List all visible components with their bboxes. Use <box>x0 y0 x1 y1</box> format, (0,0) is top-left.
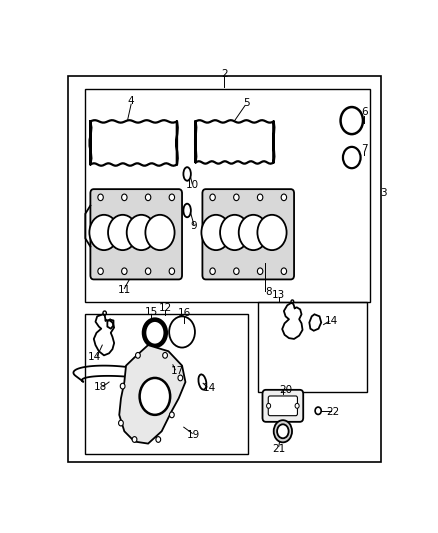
Bar <box>85 88 371 302</box>
Circle shape <box>281 194 286 200</box>
Circle shape <box>201 215 230 250</box>
Circle shape <box>258 215 286 250</box>
Circle shape <box>169 268 175 274</box>
Circle shape <box>120 383 125 389</box>
Text: 9: 9 <box>191 221 197 231</box>
Circle shape <box>145 194 151 200</box>
Text: 21: 21 <box>272 443 286 454</box>
Text: 20: 20 <box>279 385 292 395</box>
Circle shape <box>156 437 161 442</box>
Circle shape <box>98 268 103 274</box>
Circle shape <box>169 194 175 200</box>
Text: 7: 7 <box>361 144 367 154</box>
Circle shape <box>162 352 167 358</box>
Circle shape <box>274 420 292 442</box>
Circle shape <box>145 215 175 250</box>
Text: 12: 12 <box>159 303 172 313</box>
Text: 16: 16 <box>178 309 191 319</box>
Circle shape <box>220 215 249 250</box>
FancyBboxPatch shape <box>202 189 294 279</box>
Circle shape <box>127 215 156 250</box>
Circle shape <box>119 420 124 426</box>
Circle shape <box>108 215 137 250</box>
Circle shape <box>233 194 239 200</box>
Text: 14: 14 <box>88 352 102 362</box>
Circle shape <box>295 403 299 408</box>
Circle shape <box>135 352 140 358</box>
Circle shape <box>267 403 271 408</box>
Circle shape <box>258 268 263 274</box>
Circle shape <box>277 424 289 438</box>
Bar <box>258 302 367 392</box>
Circle shape <box>210 268 215 274</box>
Circle shape <box>178 375 183 381</box>
Circle shape <box>132 437 137 442</box>
FancyBboxPatch shape <box>268 396 297 416</box>
Text: 3: 3 <box>380 188 387 198</box>
Text: 19: 19 <box>187 430 201 440</box>
Text: 2: 2 <box>221 69 228 79</box>
Text: 8: 8 <box>265 287 272 297</box>
Circle shape <box>239 215 268 250</box>
Circle shape <box>258 194 263 200</box>
Text: 22: 22 <box>326 407 340 417</box>
Text: 17: 17 <box>170 366 184 376</box>
Bar <box>85 314 248 454</box>
Circle shape <box>170 412 174 418</box>
Circle shape <box>122 194 127 200</box>
Text: 5: 5 <box>243 98 250 108</box>
Text: 4: 4 <box>128 96 134 106</box>
Circle shape <box>145 268 151 274</box>
Circle shape <box>122 268 127 274</box>
Text: 11: 11 <box>118 285 131 295</box>
Text: 6: 6 <box>361 107 367 117</box>
Circle shape <box>233 268 239 274</box>
Circle shape <box>89 215 119 250</box>
Circle shape <box>140 378 170 415</box>
Text: 15: 15 <box>145 307 158 317</box>
Text: 14: 14 <box>325 316 338 326</box>
Text: 14: 14 <box>202 383 216 393</box>
Circle shape <box>98 194 103 200</box>
FancyBboxPatch shape <box>262 390 303 422</box>
Polygon shape <box>119 345 185 443</box>
FancyBboxPatch shape <box>90 189 182 279</box>
Circle shape <box>281 268 286 274</box>
Circle shape <box>210 194 215 200</box>
Text: 18: 18 <box>94 382 107 392</box>
Text: 13: 13 <box>272 290 286 300</box>
Text: 10: 10 <box>186 180 199 190</box>
